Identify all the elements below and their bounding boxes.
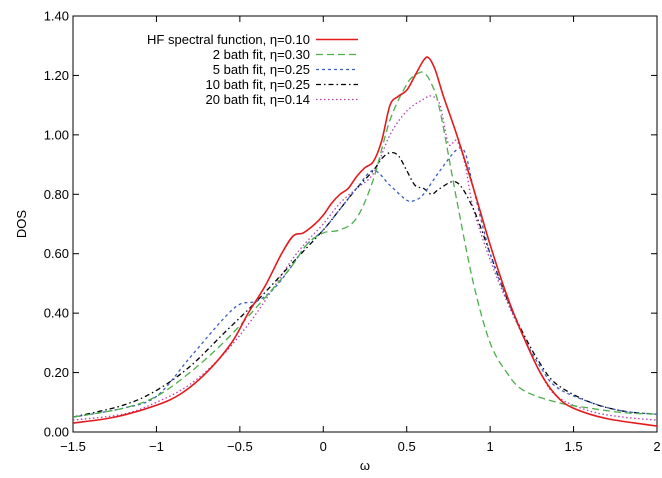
series-line-2 xyxy=(73,71,657,418)
x-tick-label: 1 xyxy=(487,439,494,454)
x-axis-title: ω xyxy=(360,458,370,473)
legend-label: 5 bath fit, η=0.25 xyxy=(213,62,310,77)
y-tick-label: 0.80 xyxy=(44,187,69,202)
plot-frame xyxy=(72,15,658,433)
x-tick-label: 2 xyxy=(653,439,660,454)
x-tick-label: −1 xyxy=(149,439,164,454)
series-line-1 xyxy=(73,56,657,427)
legend-label: 10 bath fit, η=0.25 xyxy=(206,77,310,92)
y-tick-label: 1.20 xyxy=(44,68,69,83)
y-tick-label: 0.20 xyxy=(44,365,69,380)
series-line-4 xyxy=(73,151,657,418)
x-tick-label: 1.5 xyxy=(565,439,583,454)
series-lines xyxy=(73,56,657,427)
y-tick-label: 0.00 xyxy=(44,425,69,440)
x-tick-label: −0.5 xyxy=(227,439,253,454)
x-tick-label: −1.5 xyxy=(60,439,86,454)
legend-label: 2 bath fit, η=0.30 xyxy=(213,47,310,62)
axis-ticks: −1.5 −1 −0.5 0 0.5 1 1.5 2 0.00 0.20 0.40 0.60 0.80 1… xyxy=(44,9,661,455)
y-axis-title: DOS xyxy=(14,210,29,239)
y-tick-label: 1.40 xyxy=(44,9,69,24)
legend-label: 20 bath fit, η=0.14 xyxy=(206,92,310,107)
x-tick-label: 0.5 xyxy=(398,439,416,454)
y-tick-label: 0.40 xyxy=(44,306,69,321)
series-line-5 xyxy=(73,95,657,421)
x-tick-label: 0 xyxy=(320,439,327,454)
y-tick-label: 0.60 xyxy=(44,246,69,261)
legend: HF spectral function, η=0.102 bath fit, … xyxy=(147,32,358,107)
legend-label: HF spectral function, η=0.10 xyxy=(147,32,310,47)
series-line-3 xyxy=(73,146,657,418)
y-tick-label: 1.00 xyxy=(44,127,69,142)
